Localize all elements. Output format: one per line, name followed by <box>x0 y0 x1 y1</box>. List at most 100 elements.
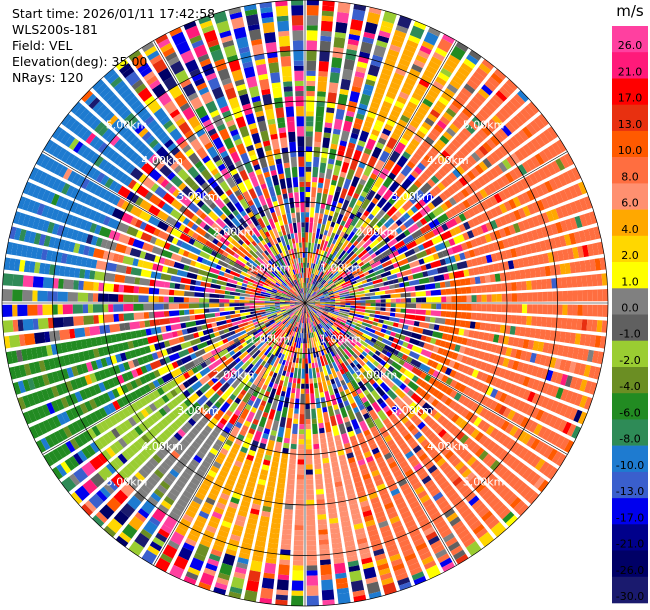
range-gate <box>283 519 293 525</box>
range-gate <box>539 329 546 340</box>
range-gate <box>466 541 482 557</box>
range-gate <box>483 244 491 254</box>
range-gate <box>208 553 221 562</box>
range-gate <box>359 500 370 508</box>
range-gate <box>432 379 441 388</box>
range-gate <box>288 468 296 475</box>
range-gate <box>195 372 203 380</box>
range-gate <box>374 159 385 172</box>
range-gate <box>318 323 323 329</box>
range-gate <box>330 267 336 273</box>
range-gate <box>63 354 71 366</box>
range-gate <box>345 115 354 123</box>
range-gate <box>444 367 453 376</box>
range-gate <box>278 331 286 341</box>
range-gate <box>376 220 384 228</box>
range-gate <box>373 343 384 352</box>
range-gate <box>102 433 113 445</box>
range-gate <box>313 243 318 254</box>
range-gate <box>427 418 436 428</box>
range-gate <box>554 358 562 370</box>
range-gate <box>409 25 425 40</box>
range-gate <box>76 419 86 431</box>
range-gate <box>430 540 443 550</box>
range-gate <box>105 335 113 344</box>
range-gate <box>485 425 495 436</box>
range-gate <box>158 288 170 295</box>
range-gate <box>219 299 230 303</box>
range-gate <box>70 187 80 199</box>
range-gate <box>345 147 354 159</box>
range-gate <box>542 291 548 302</box>
range-gate <box>157 365 170 376</box>
range-gate <box>367 155 378 168</box>
range-gate <box>145 461 156 471</box>
range-gate <box>471 295 477 302</box>
range-gate <box>432 370 440 378</box>
range-gate <box>373 451 382 460</box>
range-gate <box>187 392 200 404</box>
range-gate <box>98 369 107 380</box>
range-gate <box>482 141 493 153</box>
range-gate <box>475 67 488 79</box>
range-gate <box>100 174 110 186</box>
range-gate <box>382 176 394 189</box>
range-gate <box>130 402 140 412</box>
range-gate <box>372 430 380 438</box>
range-gate <box>277 352 283 359</box>
range-gate <box>286 308 292 312</box>
range-gate <box>285 494 294 500</box>
range-gate <box>541 212 550 224</box>
range-gate <box>441 223 449 232</box>
range-gate <box>306 267 309 278</box>
range-gate <box>316 336 321 347</box>
range-gate <box>246 284 257 290</box>
range-gate <box>180 341 192 350</box>
ray-9 <box>305 33 455 303</box>
range-gate <box>249 275 260 283</box>
range-gate <box>477 506 490 518</box>
range-gate <box>531 215 540 227</box>
range-gate <box>267 547 278 554</box>
range-gate <box>371 501 382 510</box>
range-gate <box>402 151 411 160</box>
range-gate <box>327 289 333 293</box>
range-gate <box>378 520 389 529</box>
range-gate <box>291 362 296 368</box>
range-gate <box>314 314 321 324</box>
range-gate <box>335 413 344 425</box>
range-gate <box>333 250 338 257</box>
range-gate <box>569 376 578 389</box>
range-gate <box>264 326 274 335</box>
range-gate <box>495 483 507 495</box>
range-gate <box>305 301 316 303</box>
range-gate <box>306 459 313 465</box>
range-gate <box>431 361 439 369</box>
range-gate <box>115 353 123 363</box>
range-gate <box>553 417 563 430</box>
range-gate <box>349 308 356 311</box>
range-gate <box>100 357 108 368</box>
range-gate <box>346 110 355 118</box>
ray-14 <box>305 79 518 303</box>
range-gate <box>506 282 512 292</box>
range-gate <box>125 462 137 474</box>
range-gate <box>497 335 505 344</box>
range-gate <box>531 393 541 405</box>
range-gate <box>419 363 431 373</box>
range-gate <box>143 480 155 491</box>
range-gate <box>419 102 431 112</box>
range-gate <box>390 354 401 363</box>
range-gate <box>243 323 255 330</box>
range-gate <box>319 297 330 301</box>
range-gate <box>74 327 86 338</box>
range-gate <box>375 142 385 150</box>
range-gate <box>345 300 356 303</box>
range-gate <box>382 100 393 109</box>
range-gate <box>432 104 444 115</box>
range-gate <box>176 269 188 278</box>
range-gate <box>107 402 117 413</box>
range-gate <box>253 375 262 386</box>
range-gate <box>305 295 313 303</box>
range-gate <box>332 277 338 282</box>
